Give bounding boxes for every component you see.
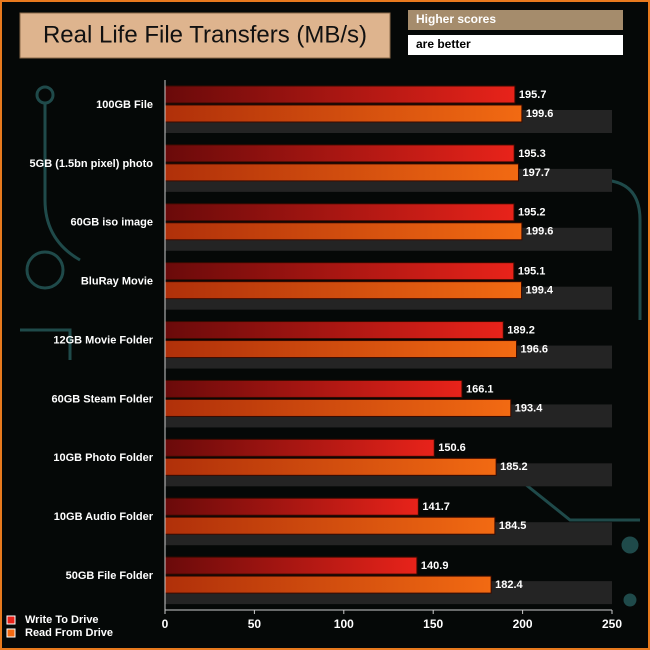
x-tick-label: 100 [334, 617, 354, 631]
value-label: 166.1 [466, 383, 494, 395]
value-label: 195.1 [518, 266, 546, 278]
bar [164, 575, 492, 594]
value-label: 189.2 [507, 324, 535, 336]
bar [164, 262, 515, 281]
value-label: 199.6 [526, 226, 554, 238]
annotation: are better [416, 37, 471, 51]
legend-label: Read From Drive [25, 627, 113, 639]
value-label: 185.2 [500, 461, 528, 473]
value-label: 195.3 [518, 148, 546, 160]
x-tick-label: 250 [602, 617, 622, 631]
bar [164, 281, 523, 300]
annotation-box [408, 35, 623, 55]
bar [164, 163, 519, 182]
value-label: 182.4 [495, 579, 523, 591]
bar [164, 516, 496, 535]
bar [164, 556, 418, 575]
y-tick-label: 5GB (1.5bn pixel) photo [30, 158, 154, 170]
bar [164, 144, 515, 163]
annotation-box [408, 10, 623, 30]
chart-title: Real Life File Transfers (MB/s) [43, 21, 367, 48]
value-label: 140.9 [421, 560, 449, 572]
bar [164, 222, 523, 241]
title-box [19, 12, 391, 59]
bar [164, 438, 435, 457]
legend-swatch [6, 628, 16, 638]
value-label: 197.7 [522, 167, 550, 179]
value-label: 150.6 [438, 442, 466, 454]
bar [164, 457, 497, 476]
bar [164, 203, 515, 222]
value-label: 199.6 [526, 108, 554, 120]
value-label: 193.4 [515, 402, 543, 414]
y-tick-label: 100GB File [96, 99, 153, 111]
bar [164, 321, 504, 340]
value-label: 184.5 [499, 520, 527, 532]
legend-swatch [6, 615, 16, 625]
y-tick-label: 12GB Movie Folder [53, 334, 153, 346]
x-tick-label: 200 [513, 617, 533, 631]
y-tick-label: 50GB File Folder [66, 570, 154, 582]
value-label: 141.7 [422, 501, 450, 513]
y-tick-label: 60GB iso image [70, 217, 153, 229]
bar [164, 104, 523, 123]
x-tick-label: 0 [162, 617, 169, 631]
bar [164, 379, 463, 398]
x-tick-label: 50 [248, 617, 262, 631]
value-label: 195.2 [518, 207, 546, 219]
y-tick-label: 10GB Audio Folder [54, 511, 154, 523]
y-tick-label: BluRay Movie [81, 276, 153, 288]
y-tick-label: 10GB Photo Folder [53, 452, 153, 464]
bar [164, 85, 516, 104]
annotation: Higher scores [416, 12, 496, 26]
bar [164, 497, 419, 516]
bar [164, 398, 512, 417]
value-label: 199.4 [526, 285, 554, 297]
value-label: 196.6 [521, 343, 549, 355]
value-label: 195.7 [519, 89, 547, 101]
y-tick-label: 60GB Steam Folder [52, 393, 154, 405]
bar [164, 340, 518, 359]
x-tick-label: 150 [423, 617, 443, 631]
legend-label: Write To Drive [25, 614, 99, 626]
